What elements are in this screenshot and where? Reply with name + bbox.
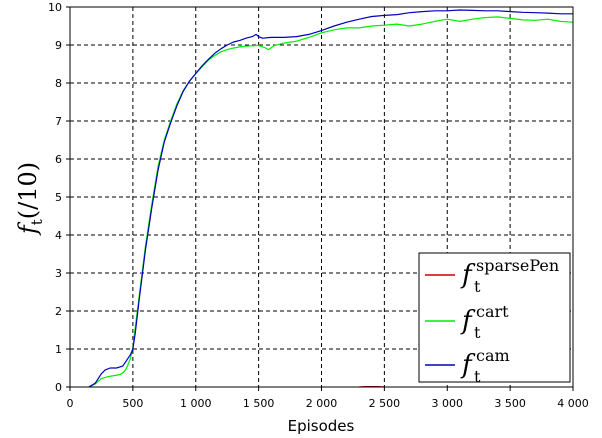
y-tick-label: 2 bbox=[55, 305, 62, 318]
y-tick-label: 1 bbox=[55, 343, 62, 356]
legend-sub-cart: t bbox=[474, 323, 481, 342]
x-tick-label: 2 500 bbox=[369, 397, 401, 410]
legend-sup-sparsePen: sparsePen bbox=[476, 256, 559, 275]
x-tick-label: 2 000 bbox=[306, 397, 338, 410]
x-tick-label: 1 500 bbox=[243, 397, 275, 410]
y-axis-ticks: 0 1 2 3 4 5 6 7 8 9 10 bbox=[48, 1, 70, 394]
y-tick-label: 10 bbox=[48, 1, 62, 14]
y-tick-label: 4 bbox=[55, 229, 62, 242]
y-tick-label: 8 bbox=[55, 77, 62, 90]
x-axis-label: Episodes bbox=[288, 417, 355, 435]
x-tick-label: 3 000 bbox=[432, 397, 464, 410]
y-tick-label: 5 bbox=[55, 191, 62, 204]
legend-sub-cam: t bbox=[474, 367, 481, 386]
x-tick-label: 500 bbox=[122, 397, 143, 410]
x-axis-ticks: 0 500 1 000 1 500 2 000 2 500 3 000 3 500 4 000 bbox=[67, 387, 589, 410]
y-tick-label: 0 bbox=[55, 381, 62, 394]
y-tick-label: 9 bbox=[55, 39, 62, 52]
legend-sup-cart: cart bbox=[476, 302, 509, 321]
y-label-suffix: (/10) bbox=[14, 162, 42, 219]
legend-sub-sparsePen: t bbox=[474, 277, 481, 296]
x-tick-label: 1 000 bbox=[180, 397, 212, 410]
y-label-sub: t bbox=[28, 219, 46, 225]
y-tick-label: 7 bbox=[55, 115, 62, 128]
x-tick-label: 0 bbox=[67, 397, 74, 410]
x-tick-label: 4 000 bbox=[557, 397, 589, 410]
series-line-cam bbox=[88, 9, 573, 388]
x-tick-label: 3 500 bbox=[494, 397, 526, 410]
y-tick-label: 6 bbox=[55, 153, 62, 166]
legend-sup-cam: cam bbox=[476, 346, 510, 365]
y-tick-label: 3 bbox=[55, 267, 62, 280]
